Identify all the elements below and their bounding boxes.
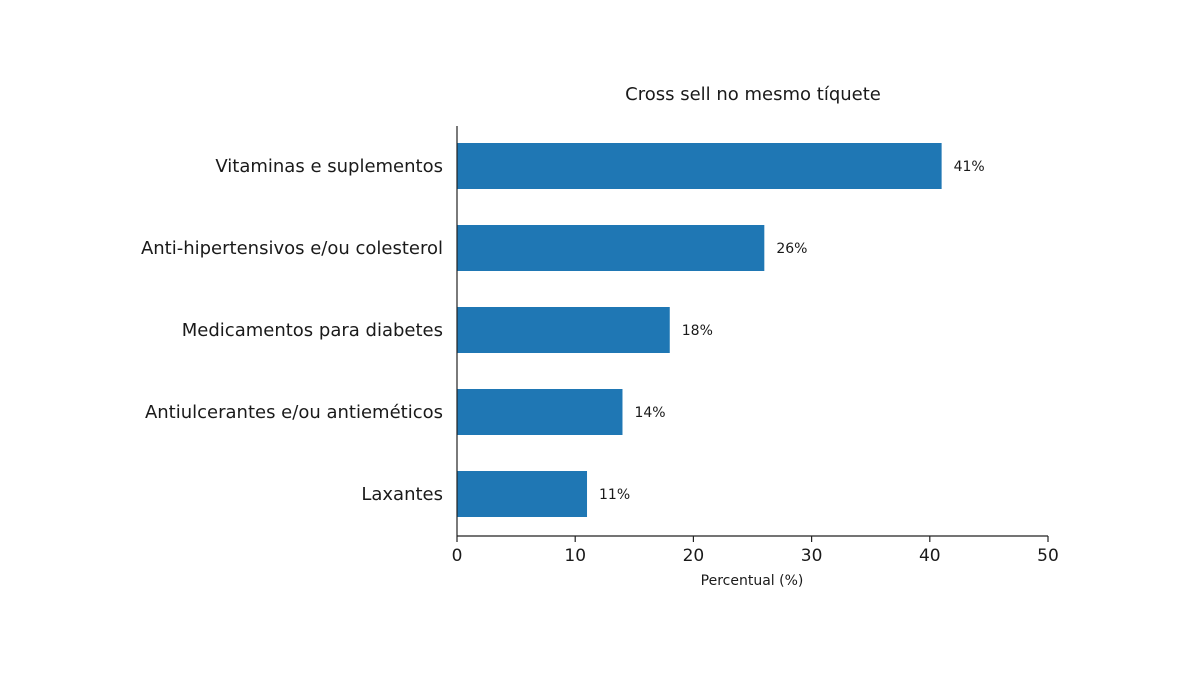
value-labels: 41% 26% 18% 14% 11% bbox=[599, 159, 985, 503]
bar bbox=[457, 389, 623, 435]
category-label: Laxantes bbox=[361, 484, 443, 505]
value-label: 14% bbox=[634, 405, 665, 421]
category-label: Medicamentos para diabetes bbox=[182, 320, 443, 341]
category-label: Anti-hipertensivos e/ou colesterol bbox=[141, 238, 443, 259]
value-label: 41% bbox=[954, 159, 985, 175]
x-axis-title: Percentual (%) bbox=[701, 573, 804, 589]
bar bbox=[457, 225, 765, 271]
category-label: Antiulcerantes e/ou antieméticos bbox=[145, 402, 443, 423]
category-labels: Vitaminas e suplementos Anti-hipertensivo… bbox=[141, 156, 443, 505]
value-label: 26% bbox=[776, 241, 807, 257]
x-tick-label: 50 bbox=[1037, 546, 1059, 566]
x-tick-label: 20 bbox=[683, 546, 705, 566]
category-label: Vitaminas e suplementos bbox=[215, 156, 443, 177]
chart-title: Cross sell no mesmo tíquete bbox=[625, 84, 881, 105]
bar bbox=[457, 307, 670, 353]
value-label: 11% bbox=[599, 487, 630, 503]
x-tick-label: 10 bbox=[564, 546, 586, 566]
bar bbox=[457, 471, 588, 517]
bar bbox=[457, 143, 942, 189]
x-axis-ticks: 0 10 20 30 40 50 bbox=[452, 536, 1059, 566]
bars-layer bbox=[457, 143, 942, 517]
x-tick-label: 40 bbox=[919, 546, 941, 566]
x-tick-label: 0 bbox=[452, 546, 463, 566]
x-tick-label: 30 bbox=[801, 546, 823, 566]
value-label: 18% bbox=[682, 323, 713, 339]
